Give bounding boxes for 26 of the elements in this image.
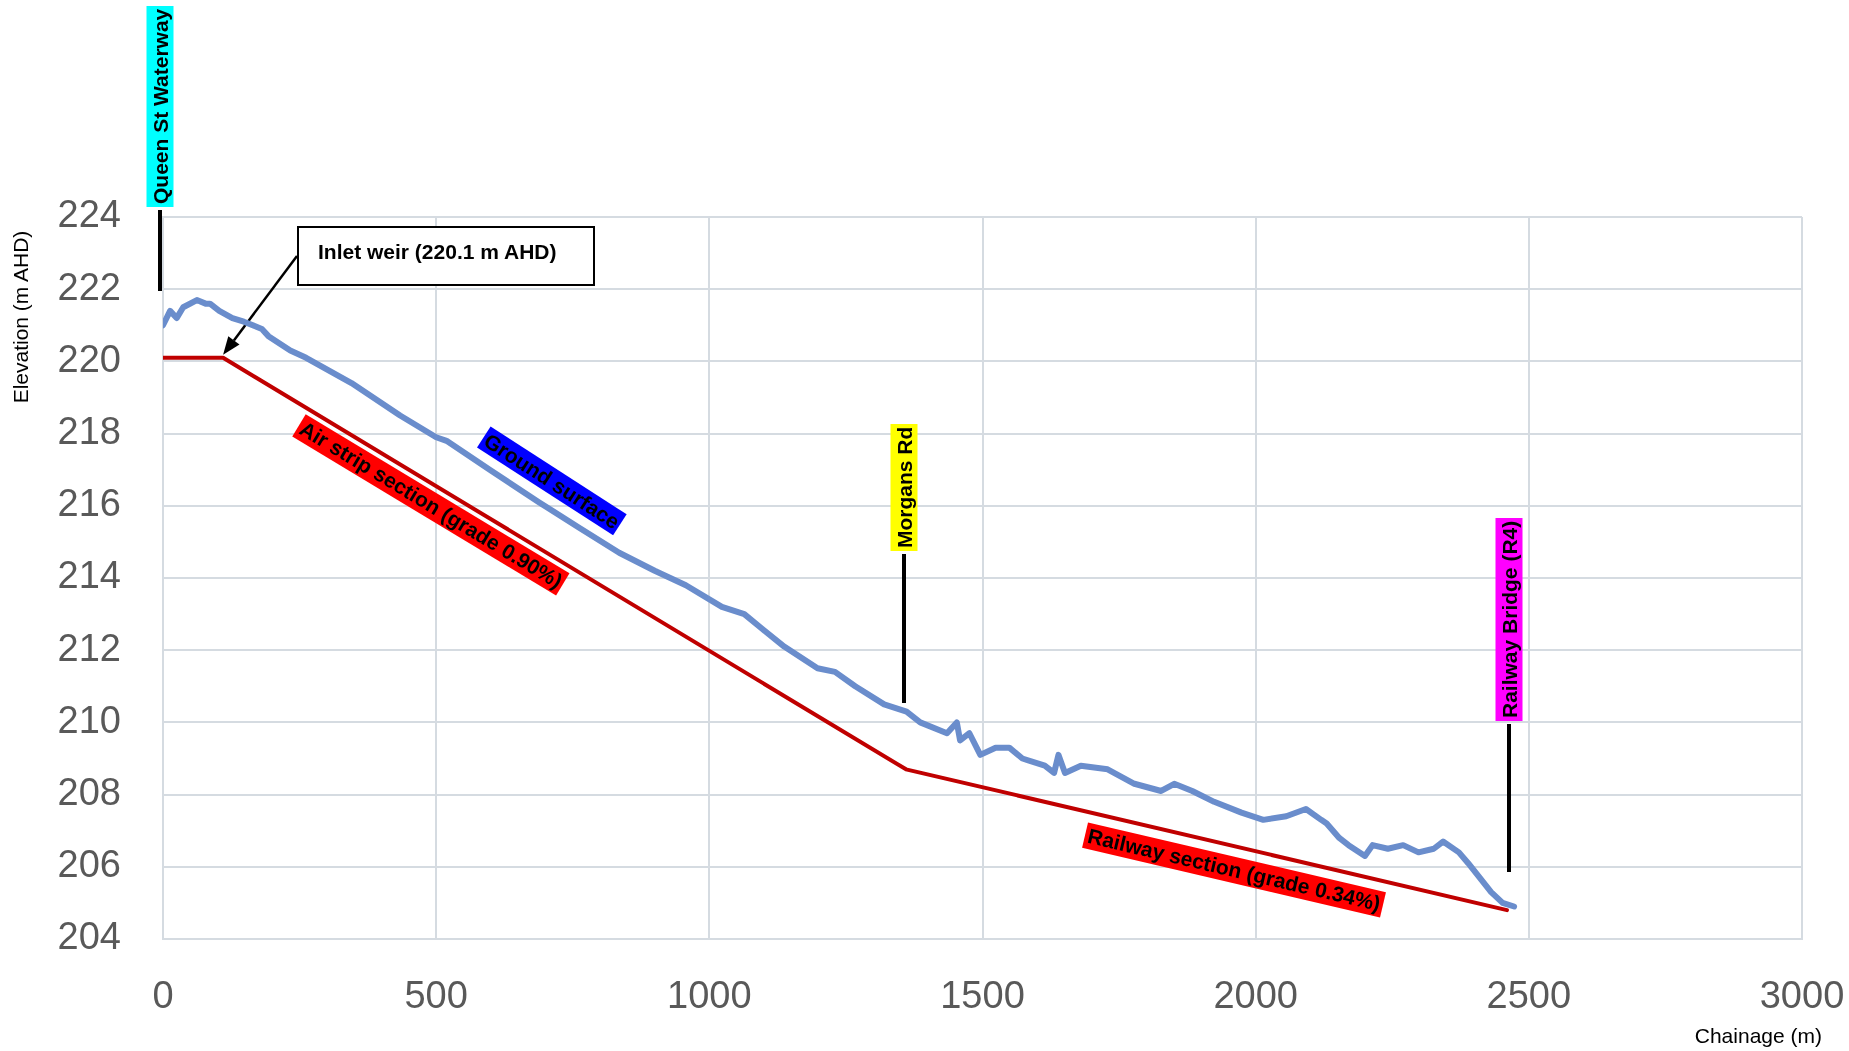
y-tick-label: 218 — [57, 410, 121, 453]
text: Queen St Waterway — [146, 5, 174, 207]
x-axis-title: Chainage (m) — [1694, 1024, 1822, 1048]
x-tick-label: 1000 — [667, 974, 752, 1017]
x-tick-label: 3000 — [1759, 974, 1845, 1017]
x-tick-label: 500 — [404, 974, 468, 1017]
x-tick-label: 2000 — [1213, 974, 1298, 1017]
y-tick-label: 208 — [57, 771, 121, 814]
y-tick-label: 220 — [57, 337, 121, 380]
y-tick-label: 212 — [57, 626, 121, 669]
y-tick-label: 222 — [57, 265, 121, 308]
y-tick-label: 216 — [57, 482, 121, 525]
annotation: Inlet weir (220.1 m AHD) — [318, 239, 557, 265]
y-axis-title: Elevation (m AHD) — [9, 230, 33, 404]
y-tick-label: 204 — [57, 915, 121, 958]
y-tick-label: 224 — [57, 193, 121, 236]
y-tick-label: 206 — [57, 843, 121, 886]
x-tick-label: 0 — [152, 974, 174, 1017]
x-tick-label: 1500 — [940, 974, 1025, 1017]
annotation: Railway Bridge (R4) — [1495, 517, 1523, 721]
y-tick-label: 210 — [57, 698, 121, 741]
callout-frame: Inlet weir (220.1 m AHD) — [297, 226, 595, 286]
y-tick-label: 214 — [57, 554, 121, 597]
annotation: Railway section (grade 0.34%) — [1082, 822, 1387, 918]
annotation: Morgans Rd — [890, 423, 918, 551]
x-tick-label: 2500 — [1486, 974, 1572, 1017]
